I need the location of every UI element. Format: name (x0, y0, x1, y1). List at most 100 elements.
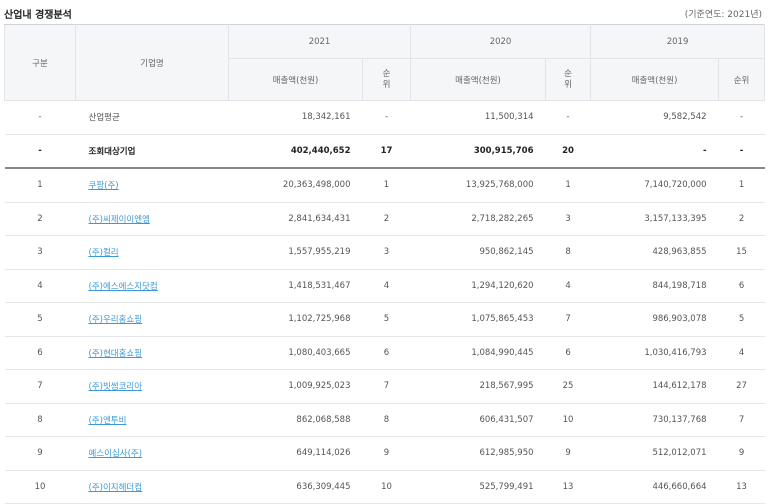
company-link[interactable]: (주)에스에스지닷컴 (88, 281, 158, 292)
sales-cell: 13,925,768,000 (410, 168, 546, 203)
table-row: 6 (주)현대홈쇼핑 1,080,403,665 6 1,084,990,445 6 1,0… (4, 336, 765, 370)
sales-cell: 2,841,634,431 (228, 202, 363, 236)
rank-cell: 10 (545, 403, 591, 437)
sales-cell: 1,102,725,968 (228, 302, 363, 337)
sales-cell: 446,660,664 (590, 470, 719, 504)
index-cell: 8 (4, 403, 76, 437)
rank-cell: 1 (545, 168, 591, 203)
subheader: 순위 (545, 58, 592, 101)
sales-cell: 1,009,925,023 (228, 369, 363, 404)
sales-cell: 649,114,026 (228, 436, 363, 471)
sales-cell: 3,157,133,395 (590, 202, 719, 236)
sales-cell: 11,500,314 (410, 100, 546, 135)
company-cell: (주)에스에스지닷컴 (75, 269, 229, 303)
table-row: 2 (주)씨제이이엔엠 2,841,634,431 2 2,718,282,265 3 3,… (4, 202, 765, 236)
index-cell: 7 (4, 369, 76, 404)
sales-cell: 428,963,855 (590, 235, 719, 270)
sales-cell: - (590, 134, 719, 169)
sales-cell: 1,294,120,620 (410, 269, 546, 303)
rank-cell: 9 (545, 436, 591, 471)
page: 산업내 경쟁분석 (기준연도: 2021년) 구분 기업명 2021 2020 … (4, 10, 766, 504)
sales-cell: 606,431,507 (410, 403, 546, 437)
rank-cell: 4 (545, 269, 591, 303)
index-cell: 3 (4, 235, 76, 270)
sales-cell: 7,140,720,000 (590, 168, 719, 203)
sales-cell: 512,012,071 (590, 436, 719, 471)
rank-cell: 5 (718, 302, 765, 337)
sales-cell: 2,718,282,265 (410, 202, 546, 236)
table-row: 9 예스이십사(주) 649,114,026 9 612,985,950 9 512,012… (4, 436, 765, 471)
company-link[interactable]: (주)현대홈쇼핑 (88, 348, 143, 359)
company-cell: (주)씨제이이엔엠 (75, 202, 229, 236)
company-cell: 쿠팡(주) (75, 168, 229, 203)
year-header: 2019 (590, 24, 766, 59)
rank-cell: 20 (545, 134, 591, 169)
table-row: - 산업평균 18,342,161-11,500,314-9,582,542- (4, 100, 765, 135)
index-cell: 9 (4, 436, 76, 471)
rank-cell: 6 (362, 336, 411, 370)
competition-table: 구분 기업명 2021 2020 2019 매출액(천원) 순위 매출액(천원)… (4, 24, 766, 504)
table-row: 4 (주)에스에스지닷컴 1,418,531,467 4 1,294,120,620 4 8… (4, 269, 765, 303)
table-row: 3 (주)컬리 1,557,955,219 3 950,862,145 8 428,963,… (4, 235, 765, 270)
company-header: 기업명 (75, 24, 229, 101)
rank-cell: 9 (362, 436, 411, 471)
company-link[interactable]: (주)빗썸코리아 (88, 382, 143, 393)
subheader: 매출액(천원) (410, 58, 547, 101)
rank-cell: 13 (545, 470, 591, 504)
company-link[interactable]: (주)우리홈쇼핑 (88, 315, 143, 326)
sales-cell: 730,137,768 (590, 403, 719, 437)
rank-cell: 15 (718, 235, 765, 270)
subheader: 순위 (361, 58, 412, 101)
table-row: 8 (주)엔투비 862,068,588 8 606,431,507 10 730,137,… (4, 403, 765, 437)
table-row: 10 (주)이지헤더컴 636,309,445 10 525,799,491 13 446,… (4, 470, 765, 504)
rank-cell: 13 (718, 470, 765, 504)
sales-cell: 20,363,498,000 (228, 168, 363, 203)
rank-cell: 27 (718, 369, 765, 404)
table-row: 5 (주)우리홈쇼핑 1,102,725,968 5 1,075,865,453 7 986… (4, 302, 765, 337)
rank-cell: 3 (545, 202, 591, 236)
subheader: 순위 (718, 58, 766, 101)
rank-cell: 8 (545, 235, 591, 270)
rank-cell: 1 (718, 168, 765, 203)
company-link[interactable]: (주)엔투비 (88, 415, 127, 426)
sales-cell: 1,418,531,467 (228, 269, 363, 303)
company-link[interactable]: 예스이십사(주) (88, 449, 143, 460)
sales-cell: 862,068,588 (228, 403, 363, 437)
rank-cell: 3 (362, 235, 411, 270)
company-link[interactable]: (주)컬리 (88, 248, 119, 259)
company-cell: (주)엔투비 (75, 403, 229, 437)
sales-cell: 144,612,178 (590, 369, 719, 404)
sales-cell: 402,440,652 (228, 134, 363, 169)
sales-cell: 18,342,161 (228, 100, 363, 135)
index-cell: 4 (4, 269, 76, 303)
table-row: - 조회대상기업 402,440,652 17 300,915,706 20- - (4, 134, 765, 169)
company-cell: (주)빗썸코리아 (75, 369, 229, 404)
rank-cell: - (362, 100, 411, 135)
company-cell: 예스이십사(주) (75, 436, 229, 471)
company-link[interactable]: (주)이지헤더컴 (88, 482, 143, 493)
rank-cell: 17 (362, 134, 411, 169)
sales-cell: 950,862,145 (410, 235, 546, 270)
sales-cell: 1,080,403,665 (228, 336, 363, 370)
subheader: 매출액(천원) (228, 58, 363, 101)
rank-cell: 1 (362, 168, 411, 203)
company-cell: (주)현대홈쇼핑 (75, 336, 229, 370)
company-cell: (주)컬리 (75, 235, 229, 270)
group-header: 구분 (4, 24, 76, 101)
rank-cell: 7 (545, 302, 591, 337)
company-link[interactable]: 쿠팡(주) (88, 181, 119, 192)
rank-cell: 7 (362, 369, 411, 404)
index-cell: 5 (4, 302, 76, 337)
index-cell: 1 (4, 168, 76, 203)
rank-cell: 6 (545, 336, 591, 370)
sales-cell: 612,985,950 (410, 436, 546, 471)
rank-cell: 4 (362, 269, 411, 303)
subheader: 매출액(천원) (590, 58, 720, 101)
base-year: (기준연도: 2021년) (684, 10, 762, 20)
sales-cell: 1,557,955,219 (228, 235, 363, 270)
table-row: 7 (주)빗썸코리아 1,009,925,023 7 218,567,995 25 144,… (4, 369, 765, 404)
company-link[interactable]: (주)씨제이이엔엠 (88, 214, 150, 225)
company-cell: (주)우리홈쇼핑 (75, 302, 229, 337)
rank-cell: - (718, 100, 765, 135)
rank-cell: 9 (718, 436, 765, 471)
